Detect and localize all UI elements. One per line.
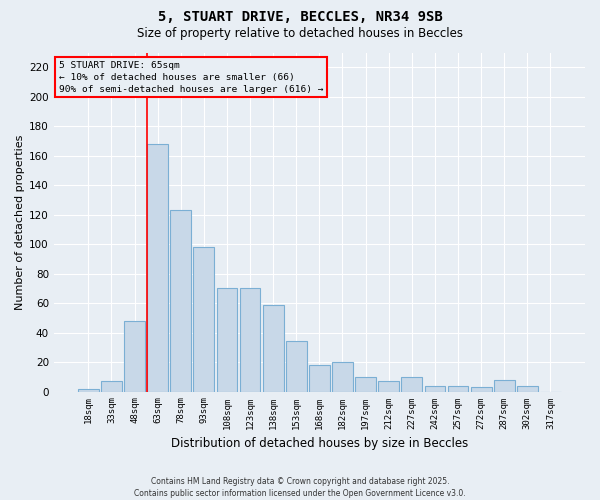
Text: 5, STUART DRIVE, BECCLES, NR34 9SB: 5, STUART DRIVE, BECCLES, NR34 9SB xyxy=(158,10,442,24)
Bar xyxy=(147,144,168,392)
Bar xyxy=(355,377,376,392)
Bar xyxy=(78,388,99,392)
Bar xyxy=(494,380,515,392)
X-axis label: Distribution of detached houses by size in Beccles: Distribution of detached houses by size … xyxy=(171,437,468,450)
Bar xyxy=(448,386,469,392)
Bar xyxy=(379,381,399,392)
Y-axis label: Number of detached properties: Number of detached properties xyxy=(15,134,25,310)
Bar xyxy=(332,362,353,392)
Bar xyxy=(170,210,191,392)
Bar xyxy=(425,386,445,392)
Bar xyxy=(239,288,260,392)
Bar xyxy=(101,381,122,392)
Bar xyxy=(471,387,491,392)
Bar xyxy=(401,377,422,392)
Bar xyxy=(263,304,284,392)
Text: Size of property relative to detached houses in Beccles: Size of property relative to detached ho… xyxy=(137,28,463,40)
Bar xyxy=(124,321,145,392)
Bar xyxy=(217,288,238,392)
Bar xyxy=(309,365,330,392)
Text: 5 STUART DRIVE: 65sqm
← 10% of detached houses are smaller (66)
90% of semi-deta: 5 STUART DRIVE: 65sqm ← 10% of detached … xyxy=(59,61,323,94)
Bar xyxy=(517,386,538,392)
Bar xyxy=(193,247,214,392)
Bar xyxy=(286,342,307,392)
Text: Contains HM Land Registry data © Crown copyright and database right 2025.
Contai: Contains HM Land Registry data © Crown c… xyxy=(134,476,466,498)
